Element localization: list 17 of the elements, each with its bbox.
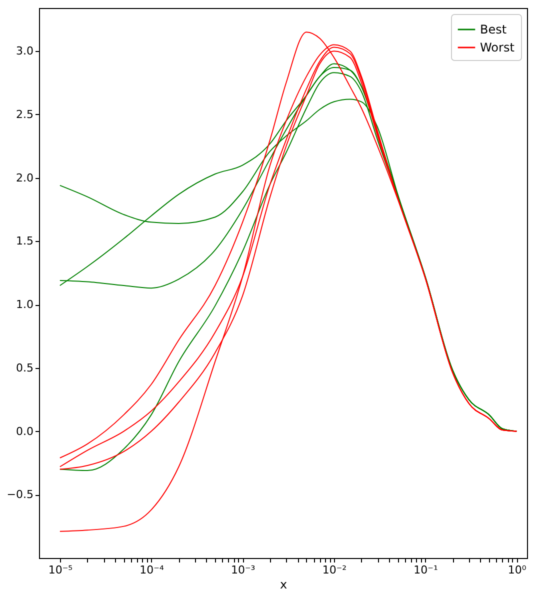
y-tick-label: 1.0: [16, 298, 34, 312]
legend-label: Worst: [480, 40, 515, 54]
y-tick-label: 0.0: [16, 424, 34, 438]
y-tick-label: −0.5: [6, 488, 34, 502]
y-tick-label: 2.0: [16, 171, 34, 184]
x-tick-label: 10⁻²: [322, 564, 347, 576]
legend-label: Best: [480, 22, 507, 36]
x-tick-label: 10⁻¹: [414, 564, 438, 576]
y-tick-label: 3.0: [16, 44, 34, 58]
y-tick-label: 1.5: [16, 234, 34, 248]
x-tick-label: 10⁰: [508, 564, 527, 576]
x-tick-label: 10⁻³: [230, 564, 256, 576]
x-tick-label: 10⁻⁴: [140, 564, 164, 576]
x-axis-title: x: [280, 578, 288, 592]
y-tick-label: 2.5: [16, 108, 34, 121]
x-tick-label: 10⁻⁵: [48, 564, 73, 576]
y-tick-label: 0.5: [16, 361, 34, 374]
